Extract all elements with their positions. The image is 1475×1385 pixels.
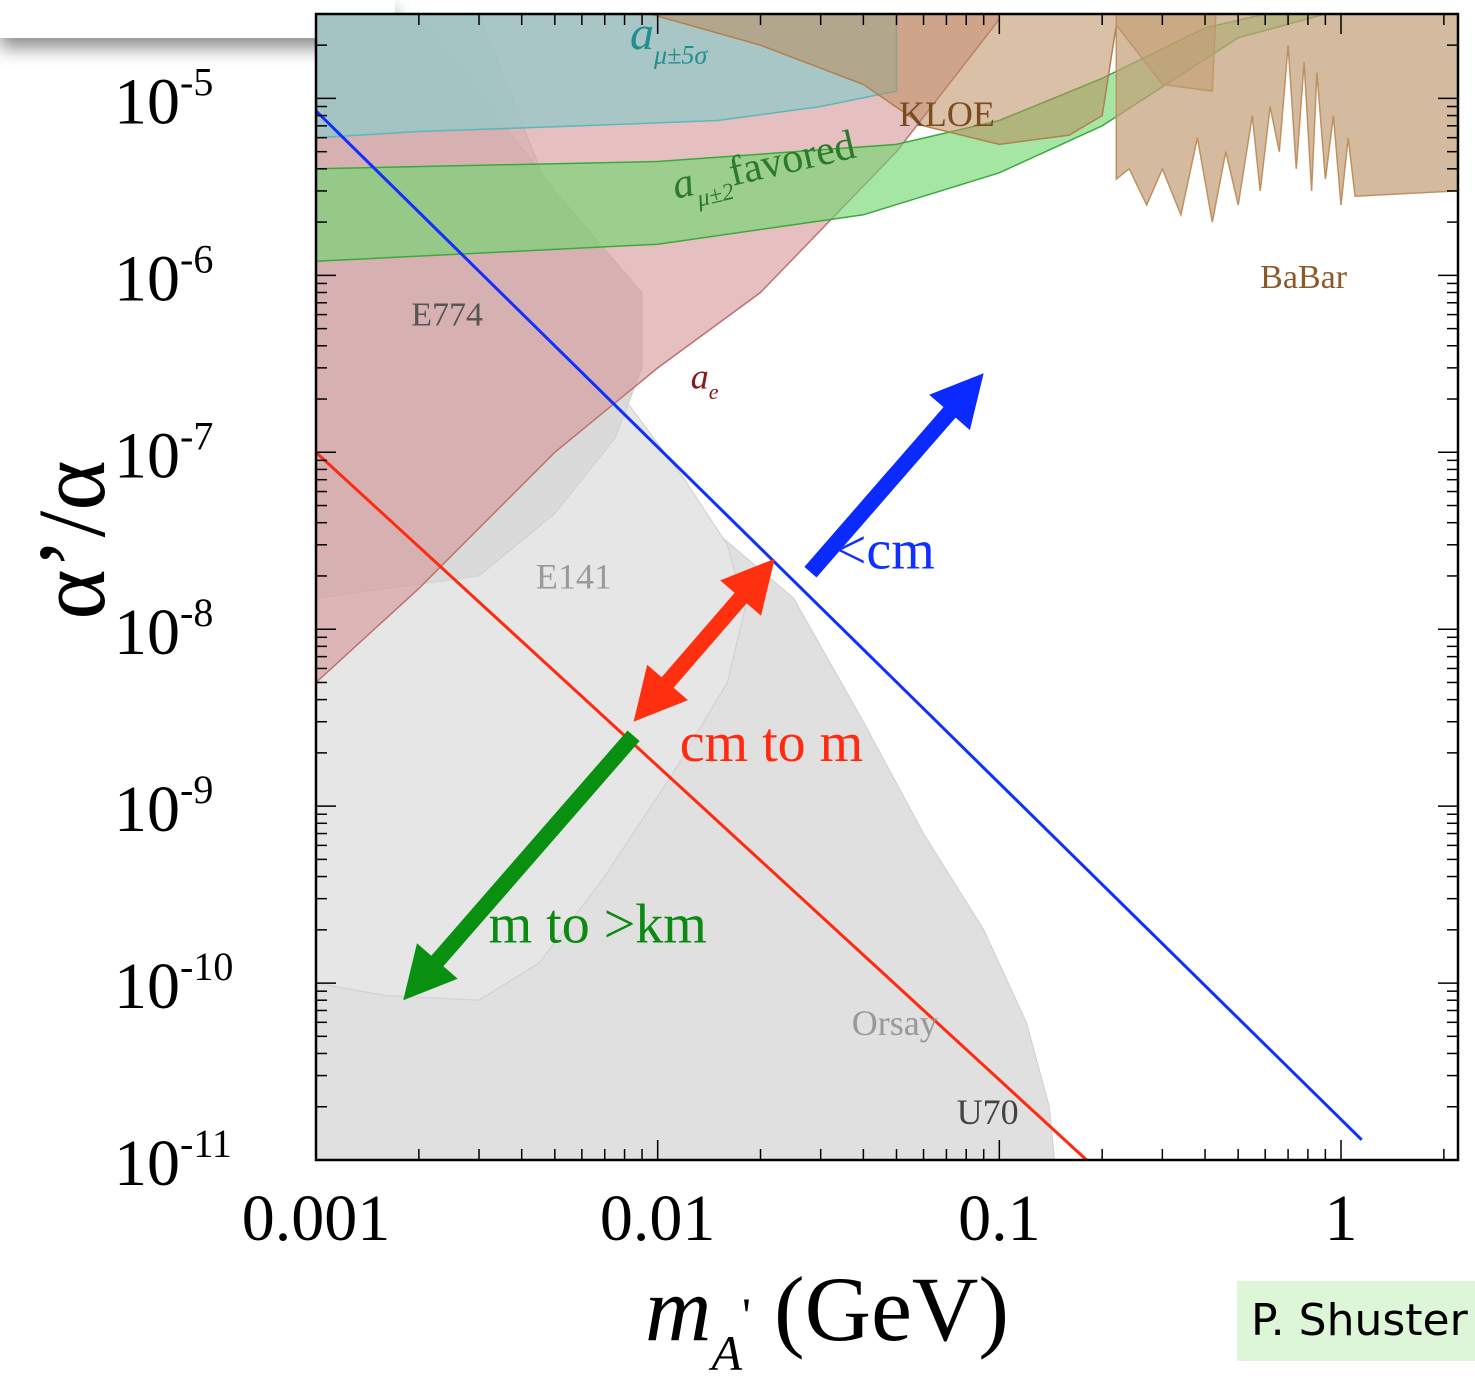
y-tick-base: 10 (114, 950, 180, 1023)
x-axis-label-unit: (GeV) (751, 1258, 1009, 1360)
y-tick-label: 10-10 (114, 944, 233, 1023)
x-axis-label-prime: ' (742, 1287, 751, 1343)
x-tick-label: 0.1 (958, 1182, 1041, 1255)
axis-ticks (315, 14, 1458, 1161)
x-axis-label-main: m (645, 1258, 711, 1360)
y-tick-exponent: -9 (180, 767, 213, 812)
u70-label: U70 (957, 1092, 1019, 1132)
y-tick-exponent: -11 (180, 1121, 232, 1166)
axis-labels: mA' (GeV) α’/α (18, 460, 1009, 1381)
x-tick-label: 1 (1325, 1182, 1358, 1255)
y-tick-base: 10 (114, 65, 180, 138)
y-tick-base: 10 (114, 419, 180, 492)
x-axis-label-sub: A (708, 1325, 742, 1381)
y-tick-label: 10-7 (114, 413, 213, 492)
lt-cm-arrow (804, 373, 984, 578)
y-axis-label: α’/α (18, 460, 125, 619)
kloe-label: KLOE (899, 94, 995, 134)
region-amu2favored (316, 14, 1326, 263)
red-decay-length-line (316, 451, 1088, 1160)
y-tick-exponent: -7 (180, 413, 213, 458)
babar-label: BaBar (1260, 259, 1348, 296)
region-babar (1115, 14, 1458, 223)
y-tick-base: 10 (114, 596, 180, 669)
y-tick-label: 10-6 (114, 236, 213, 315)
x-axis-label: mA' (GeV) (645, 1258, 1009, 1381)
y-tick-exponent: -10 (180, 944, 233, 989)
plot-frame (314, 12, 1460, 1162)
y-tick-label: 10-9 (114, 767, 213, 846)
x-tick-label: 0.001 (242, 1182, 391, 1255)
direction-arrows (403, 373, 984, 1001)
ae-label: ae (691, 356, 719, 404)
y-tick-base: 10 (114, 1127, 180, 1200)
e141-label: E141 (536, 556, 612, 596)
cm-to-m-label: cm to m (680, 712, 864, 774)
credit-label: P. Shuster (1237, 1281, 1475, 1361)
exclusion-regions (316, 14, 1458, 1160)
cm-to-m-arrow (633, 558, 775, 722)
x-tick-label: 0.01 (600, 1182, 716, 1255)
y-tick-label: 10-8 (114, 590, 213, 669)
ae-label-main: a (691, 356, 709, 396)
y-tick-exponent: -6 (180, 236, 213, 281)
decay-lines (316, 109, 1363, 1160)
lt-cm-label: <cm (835, 520, 935, 582)
y-tick-base: 10 (114, 242, 180, 315)
y-tick-label: 10-11 (114, 1121, 232, 1200)
blue-decay-length-line (316, 109, 1363, 1141)
ae-label-sub: e (709, 379, 719, 404)
y-tick-exponent: -5 (180, 59, 213, 104)
y-tick-base: 10 (114, 773, 180, 846)
m-to-km-label: m to >km (489, 893, 707, 955)
y-tick-label: 10-5 (114, 59, 213, 138)
amu5sigma-label-sub: μ±5σ (653, 40, 708, 69)
y-tick-exponent: -8 (180, 590, 213, 635)
axis-tick-labels: 0.001 0.01 0.1 110-1110-1010-910-810-710-61… (114, 59, 1358, 1255)
m-to-km-arrow (403, 730, 640, 1001)
orsay-label: Orsay (852, 1003, 938, 1043)
e774-label: E774 (411, 297, 483, 334)
